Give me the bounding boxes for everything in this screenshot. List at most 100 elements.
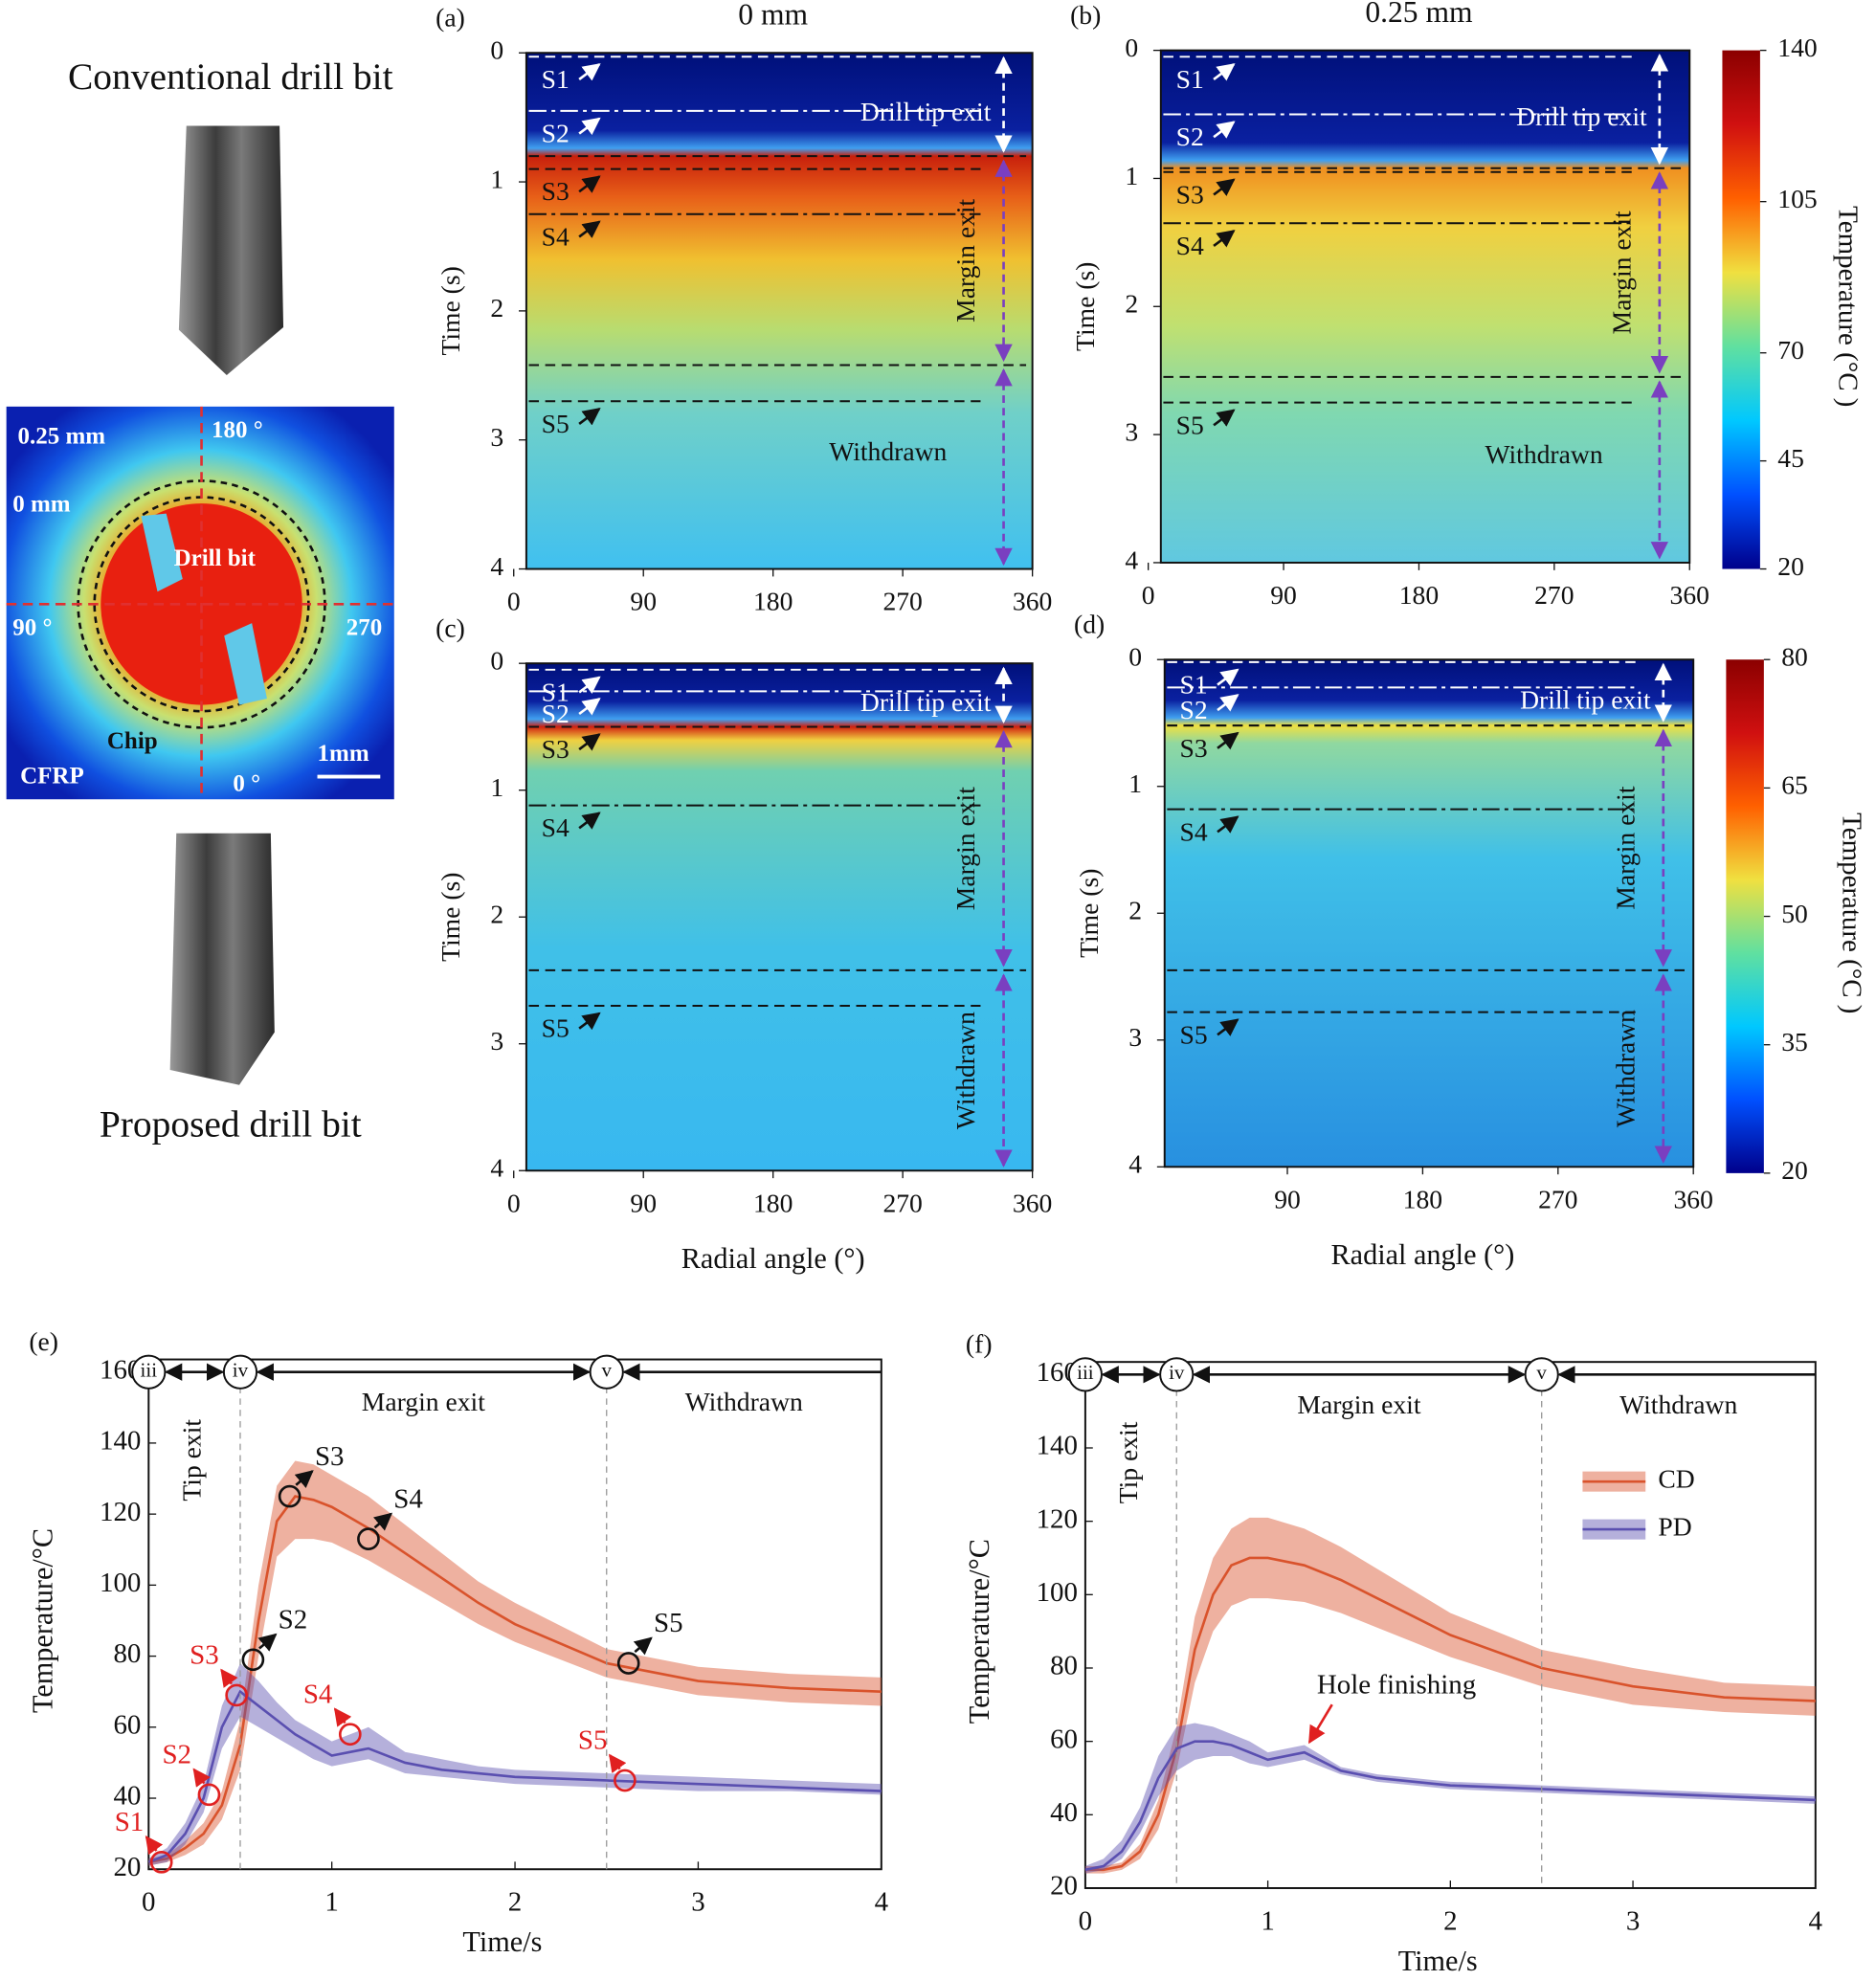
colorbar-tick-label: 140 [1777, 33, 1817, 62]
flute [141, 513, 267, 705]
stage-label: S4 [542, 221, 570, 251]
point-arrow [220, 1668, 238, 1688]
stage-label: S4 [1176, 231, 1204, 260]
colorbar-tick-label: 70 [1777, 335, 1804, 365]
y-tick-label: 1 [1125, 161, 1138, 190]
point [241, 1648, 265, 1672]
drill-label: Proposed drill bit [100, 1103, 362, 1146]
stage-arrow [578, 698, 601, 716]
x-tick-label: 1 [324, 1887, 338, 1918]
phase-label: Margin exit [950, 787, 980, 910]
point-label: S4 [303, 1679, 333, 1709]
drill-label: Conventional drill bit [68, 56, 393, 98]
y-tick-label: 2 [490, 900, 503, 929]
y-axis-label: Time (s) [1074, 869, 1104, 958]
y-tick-label: 60 [113, 1709, 141, 1740]
phase-label: Drill tip exit [1516, 101, 1647, 131]
panel-label: (d) [1074, 609, 1105, 638]
stage-marker [1159, 1357, 1195, 1392]
stage-label: S2 [542, 699, 570, 728]
y-tick-label: 120 [100, 1497, 141, 1527]
stage-label: S1 [1176, 64, 1204, 94]
stage-label: S3 [542, 734, 570, 764]
y-tick-label: 4 [1128, 1149, 1142, 1179]
phase-label: Withdrawn [685, 1387, 803, 1416]
band [148, 1460, 882, 1866]
chart-title: 0.25 mm [1365, 0, 1473, 29]
stage-arrow [1217, 694, 1240, 712]
x-tick-label: 2 [1443, 1905, 1457, 1936]
stage-label: iv [1169, 1361, 1185, 1384]
stage-arrow [578, 220, 601, 238]
x-tick-label: 180 [1399, 580, 1439, 610]
x-axis-label: Time/s [1398, 1945, 1478, 1977]
stage-label: S2 [1180, 695, 1208, 724]
x-tick-label: 360 [1013, 1188, 1052, 1217]
y-tick-label: 80 [1050, 1651, 1078, 1681]
stage-marker [1067, 1357, 1103, 1392]
y-tick-label: 80 [113, 1638, 141, 1669]
stage-arrow [578, 117, 601, 136]
x-tick-label: 0 [1142, 580, 1155, 610]
colorbar-label: Temperature (°C ) [1837, 812, 1867, 1013]
y-tick-label: 4 [490, 1153, 503, 1183]
phase-label: Margin exit [1297, 1390, 1420, 1419]
colorbar-tick-label: 35 [1781, 1027, 1808, 1057]
y-tick-label: 2 [1128, 896, 1142, 925]
y-tick-label: 3 [490, 1026, 503, 1056]
point-arrow [257, 1633, 278, 1652]
y-tick-label: 2 [1125, 289, 1138, 319]
stage-label: iv [233, 1359, 249, 1382]
stage-arrow [1213, 121, 1236, 139]
chart-title: 0 mm [738, 0, 808, 32]
annotation: Hole finishing [1317, 1669, 1476, 1700]
point-arrow [192, 1768, 211, 1788]
stage-arrow [578, 733, 601, 751]
y-tick-label: 1 [490, 164, 503, 193]
colorbar [1722, 50, 1760, 569]
panel-label: (b) [1070, 0, 1101, 30]
phase-label: Drill tip exit [1520, 685, 1651, 715]
stage-label: S1 [542, 64, 570, 94]
line [148, 1495, 882, 1864]
phase-label: Withdrawn [1610, 1010, 1640, 1127]
x-tick-label: 0 [507, 587, 521, 616]
x-axis-label: Time/s [462, 1925, 542, 1958]
point-arrow [373, 1512, 393, 1531]
stage-label: S1 [1180, 670, 1208, 700]
colorbar-tick-label: 80 [1781, 642, 1808, 672]
x-tick-label: 270 [1534, 580, 1574, 610]
x-tick-label: 3 [1626, 1905, 1640, 1936]
x-tick-label: 0 [142, 1887, 155, 1918]
line [1084, 1556, 1816, 1872]
stage-label: S3 [1180, 733, 1208, 763]
point-label: S5 [578, 1725, 608, 1756]
thermal-label: 1mm [318, 741, 369, 767]
x-tick-label: 0 [507, 1188, 521, 1217]
stage-label: v [601, 1359, 612, 1382]
point-label: S3 [315, 1441, 345, 1472]
y-axis-label: Temperature/°C [26, 1528, 58, 1713]
stage-label: S5 [542, 409, 570, 438]
heatmap-image [1164, 659, 1694, 1168]
stage-marker [222, 1354, 258, 1390]
thermal-label: 90 ° [12, 614, 52, 640]
colorbar [1726, 659, 1764, 1173]
stage-label: iii [1077, 1361, 1094, 1384]
y-tick-label: 40 [113, 1781, 141, 1812]
y-tick-label: 1 [490, 772, 503, 802]
colorbar-tick-label: 45 [1777, 443, 1804, 473]
point-label: S4 [393, 1483, 423, 1514]
x-tick-label: 180 [753, 1188, 793, 1217]
y-tick-label: 0 [1128, 642, 1142, 672]
stage-arrow [1217, 1018, 1240, 1036]
left-panel: Conventional drill bit 0.25 mm 180 ° 0 m… [6, 56, 394, 1146]
stage-label: S4 [1180, 816, 1208, 846]
y-tick-label: 0 [1125, 33, 1138, 62]
x-tick-label: 0 [1079, 1905, 1092, 1936]
thermal-label: 180 ° [212, 417, 263, 443]
stage-label: S3 [542, 176, 570, 206]
stage-marker [1524, 1357, 1559, 1392]
stage-label: S2 [1176, 122, 1204, 151]
x-tick-label: 4 [875, 1887, 889, 1918]
